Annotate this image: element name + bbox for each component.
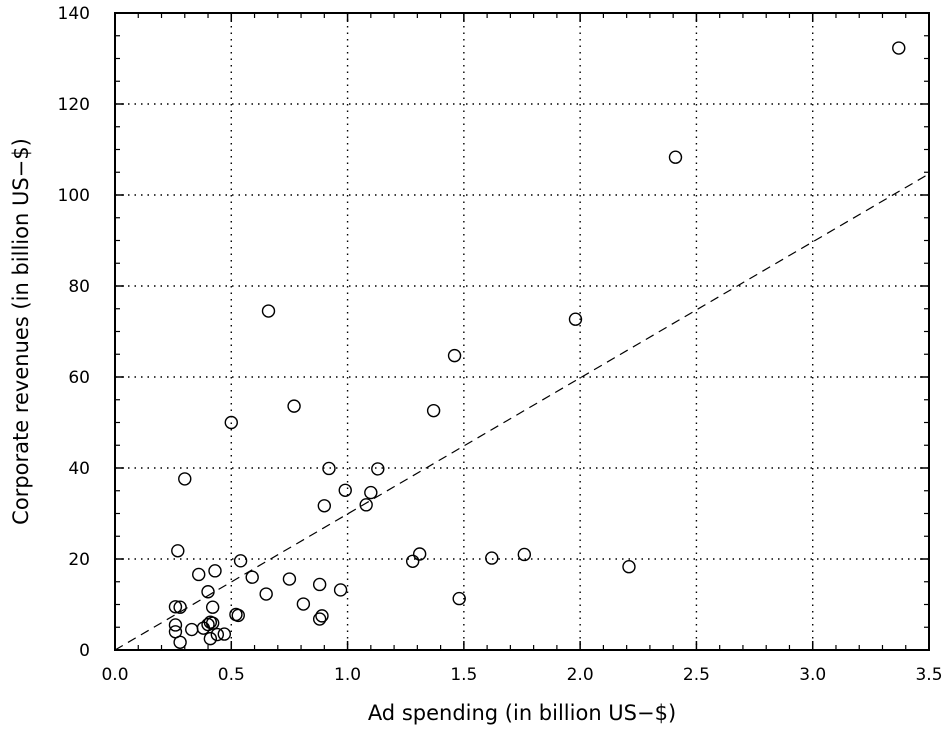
x-tick-label: 2.5 (683, 665, 710, 685)
data-point (296, 597, 311, 611)
data-point (322, 461, 336, 476)
data-point (168, 618, 183, 632)
data-point (201, 585, 215, 599)
data-point (185, 622, 199, 637)
data-point (312, 612, 327, 626)
data-point (452, 591, 466, 606)
y-axis-title: Corporate revenues (in billion US−$) (9, 138, 33, 525)
data-point (168, 600, 183, 614)
data-point (245, 570, 259, 584)
x-tick-label: 2.0 (567, 665, 594, 685)
grid-lines (115, 13, 929, 650)
data-point (317, 499, 332, 513)
data-point (229, 607, 243, 622)
data-point (333, 583, 348, 597)
data-point (259, 587, 273, 601)
y-tick-label: 60 (68, 368, 90, 388)
data-point (315, 609, 329, 623)
data-point (192, 567, 206, 582)
data-point (171, 544, 185, 558)
data-point (261, 304, 276, 318)
data-point (312, 577, 327, 592)
y-tick-label: 80 (68, 277, 90, 297)
data-point (210, 627, 225, 642)
trendline (114, 173, 930, 651)
y-tick-label: 20 (68, 550, 90, 570)
data-point (892, 41, 906, 55)
data-point (364, 485, 378, 500)
data-points (168, 41, 906, 649)
data-point (168, 625, 183, 639)
data-point (201, 617, 215, 632)
y-tick-label: 120 (58, 95, 90, 115)
data-point (205, 600, 220, 614)
data-point (622, 560, 636, 574)
trendline-dashed (114, 173, 930, 651)
x-tick-label: 3.0 (799, 665, 826, 685)
data-point (568, 312, 583, 326)
data-point (173, 600, 187, 614)
data-point (426, 403, 441, 418)
data-point (203, 631, 218, 646)
data-point (217, 627, 232, 641)
data-point (287, 399, 301, 413)
data-point (447, 348, 462, 363)
data-point (517, 547, 532, 562)
y-tick-label: 100 (58, 186, 90, 206)
data-point (224, 415, 238, 430)
data-point (359, 498, 373, 512)
x-tick-label: 0.5 (218, 665, 245, 685)
data-point (485, 551, 499, 565)
data-point (405, 554, 420, 568)
y-axis-tick-labels: 0 20 40 60 80 100 120 140 (58, 4, 90, 661)
x-tick-label: 1.0 (334, 665, 361, 685)
plot-frame (114, 12, 930, 651)
x-tick-label: 0.0 (101, 665, 128, 685)
y-tick-label: 40 (68, 459, 90, 479)
data-point (412, 547, 427, 561)
data-point (208, 564, 222, 578)
data-point (233, 554, 248, 568)
data-point (178, 472, 192, 486)
x-axis-title: Ad spending (in billion US−$) (368, 701, 676, 725)
data-point (282, 572, 297, 586)
x-axis-tick-labels: 0.0 0.5 1.0 1.5 2.0 2.5 3.0 3.5 (101, 665, 942, 685)
data-point (371, 462, 385, 476)
axis-ticks (114, 12, 930, 651)
y-tick-label: 0 (79, 641, 90, 661)
y-tick-label: 140 (58, 4, 90, 24)
x-tick-label: 3.5 (915, 665, 942, 685)
data-point (338, 483, 352, 497)
data-point (668, 150, 683, 164)
x-tick-label: 1.5 (450, 665, 477, 685)
